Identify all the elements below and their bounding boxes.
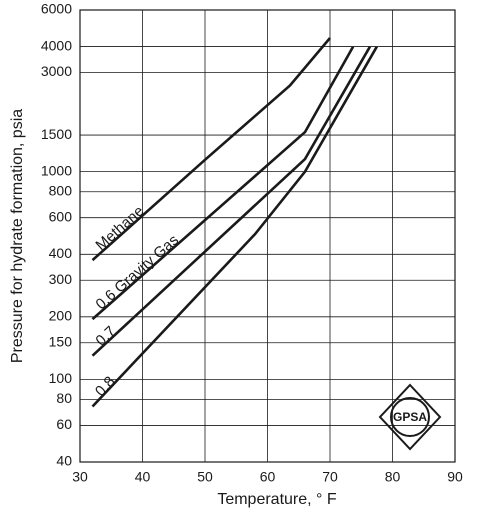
- y-tick-label: 600: [49, 208, 73, 224]
- y-tick-label: 60: [56, 416, 72, 432]
- y-tick-label: 300: [49, 271, 73, 287]
- series-label: Methane: [92, 203, 147, 255]
- series-line: [91, 37, 331, 262]
- y-tick-label: 200: [49, 308, 73, 324]
- x-tick-label: 60: [260, 469, 276, 485]
- x-tick-label: 40: [135, 469, 151, 485]
- y-tick-label: 800: [49, 182, 73, 198]
- y-tick-label: 1500: [41, 126, 72, 142]
- y-tick-label: 100: [49, 370, 73, 386]
- series-label: 0.7: [92, 323, 119, 350]
- x-axis-label: Temperature, ° F: [217, 491, 337, 508]
- y-tick-label: 150: [49, 333, 73, 349]
- y-tick-label: 1000: [41, 162, 72, 178]
- y-axis-label: Pressure for hydrate formation, psia: [9, 109, 26, 363]
- y-tick-label: 6000: [41, 1, 72, 17]
- x-tick-label: 50: [197, 469, 213, 485]
- series-line: [91, 45, 372, 357]
- logo: GPSA: [378, 383, 442, 451]
- series-label: 0.8: [92, 373, 119, 400]
- y-tick-label: 3000: [41, 63, 72, 79]
- x-tick-label: 80: [385, 469, 401, 485]
- x-tick-label: 30: [72, 469, 88, 485]
- x-tick-label: 90: [447, 469, 463, 485]
- x-tick-label: 70: [322, 469, 338, 485]
- y-tick-label: 80: [56, 390, 72, 406]
- y-tick-label: 4000: [41, 37, 72, 53]
- series-line: [91, 45, 379, 408]
- logo-circle: [390, 397, 430, 437]
- y-tick-label: 40: [56, 453, 72, 469]
- y-tick-label: 400: [49, 245, 73, 261]
- logo-text: GPSA: [393, 410, 427, 424]
- series-line: [91, 45, 355, 321]
